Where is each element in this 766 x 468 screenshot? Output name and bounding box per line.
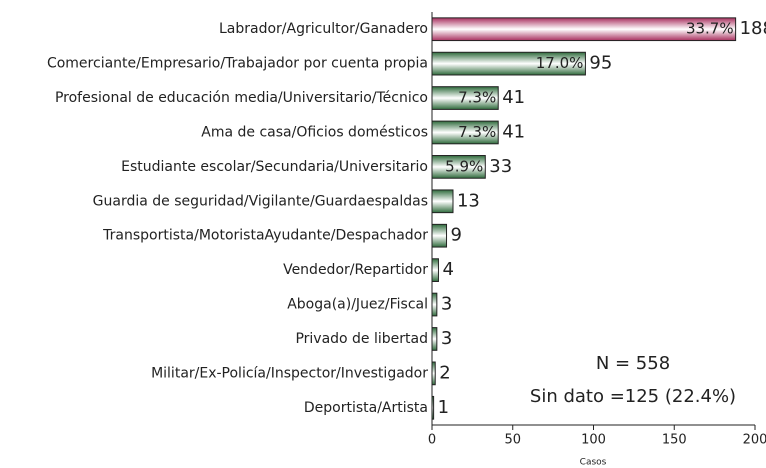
y-tick-label: Transportista/MotoristaAyudante/Despacha…	[102, 228, 428, 244]
y-tick-label: Vendedor/Repartidor	[283, 262, 428, 278]
x-axis-label: Casos	[580, 458, 607, 468]
data-label: 2	[439, 362, 450, 383]
share-label: 5.9%	[445, 157, 483, 175]
y-tick-label: Militar/Ex-Policía/Inspector/Investigado…	[151, 365, 428, 381]
y-tick-label: Labrador/Agricultor/Ganadero	[219, 21, 428, 37]
x-tick-label: 150	[662, 433, 687, 448]
data-label: 33	[489, 156, 512, 177]
y-tick-label: Comerciante/Empresario/Trabajador por cu…	[47, 56, 428, 72]
x-tick-label: 100	[581, 433, 606, 448]
y-tick-label: Privado de libertad	[295, 331, 428, 347]
share-label: 7.3%	[458, 123, 496, 141]
bar	[431, 327, 438, 351]
data-label: 3	[441, 294, 452, 315]
x-tick-label: 0	[428, 433, 436, 448]
data-label: 1	[438, 397, 449, 418]
data-label: 4	[442, 259, 453, 280]
y-tick-label: Profesional de educación media/Universit…	[55, 90, 428, 106]
bar	[431, 258, 439, 282]
data-label: 188	[740, 18, 766, 39]
data-label: 9	[451, 225, 462, 246]
y-tick-label: Deportista/Artista	[304, 400, 428, 416]
y-tick-label: Estudiante escolar/Secundaria/Universita…	[121, 159, 428, 175]
share-label: 17.0%	[536, 54, 584, 72]
bar	[431, 223, 448, 248]
bar	[431, 292, 438, 317]
data-label: 13	[457, 190, 480, 211]
y-tick-label: Aboga(a)/Juez/Fiscal	[287, 297, 428, 313]
data-label: 41	[502, 87, 525, 108]
bar	[431, 189, 454, 214]
data-label: 3	[441, 328, 452, 349]
data-label: 41	[502, 121, 525, 142]
x-tick-label: 50	[504, 433, 521, 448]
share-label: 33.7%	[686, 20, 734, 38]
annotation: N = 558	[596, 353, 670, 374]
y-tick-label: Guardia de seguridad/Vigilante/Guardaesp…	[93, 193, 428, 209]
annotation: Sin dato =125 (22.4%)	[530, 386, 736, 407]
y-tick-label: Ama de casa/Oficios domésticos	[201, 124, 428, 140]
share-label: 7.3%	[458, 89, 496, 107]
data-label: 95	[589, 53, 612, 74]
x-tick-label: 200	[743, 433, 766, 448]
